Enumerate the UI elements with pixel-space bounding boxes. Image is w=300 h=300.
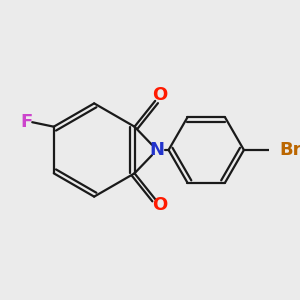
Text: F: F xyxy=(21,113,33,131)
Text: O: O xyxy=(152,196,167,214)
Text: N: N xyxy=(149,141,164,159)
Text: Br: Br xyxy=(280,141,300,159)
Text: O: O xyxy=(152,86,167,104)
